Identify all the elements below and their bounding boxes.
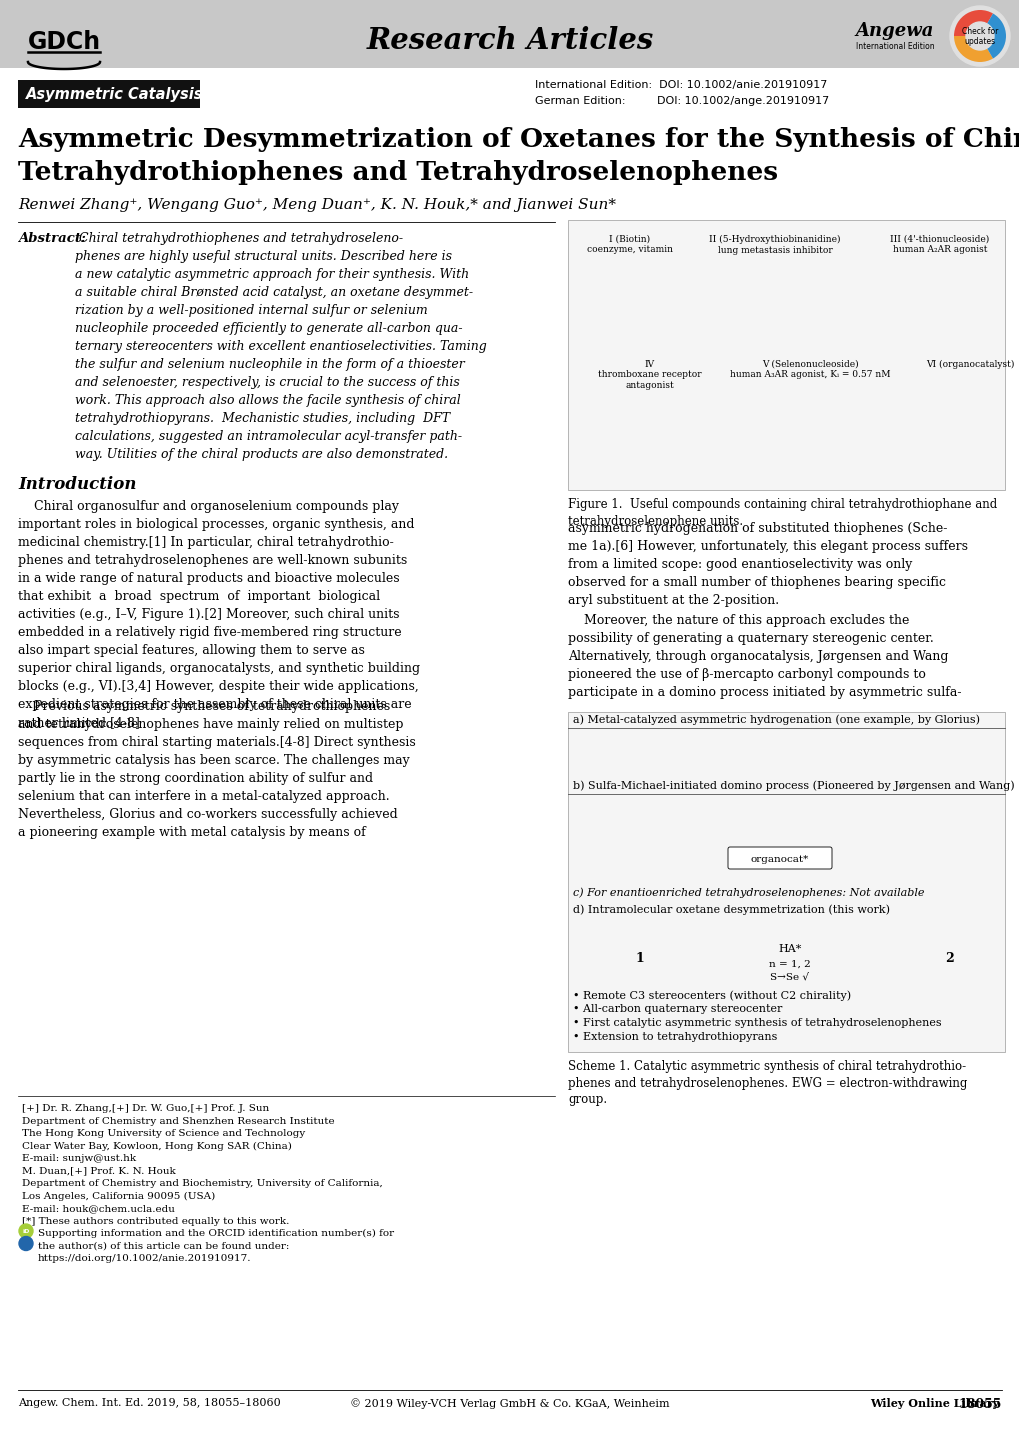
Text: Check for
updates: Check for updates (961, 27, 998, 46)
Text: Chiral tetrahydrothiophenes and tetrahydroseleno-
phenes are highly useful struc: Chiral tetrahydrothiophenes and tetrahyd… (75, 232, 486, 461)
Text: I (Biotin)
coenzyme, vitamin: I (Biotin) coenzyme, vitamin (586, 235, 673, 254)
Text: International Edition: International Edition (855, 42, 933, 50)
Text: V (Selenonucleoside)
human A₃AR agonist, Kᵢ = 0.57 nM: V (Selenonucleoside) human A₃AR agonist,… (729, 360, 890, 379)
Text: HA*: HA* (777, 945, 801, 955)
Text: Angewa: Angewa (854, 22, 932, 40)
Text: Abstract:: Abstract: (18, 232, 86, 245)
Text: E-mail: sunjw@ust.hk: E-mail: sunjw@ust.hk (22, 1154, 136, 1164)
Text: d) Intramolecular oxetane desymmetrization (this work): d) Intramolecular oxetane desymmetrizati… (573, 904, 890, 914)
Circle shape (965, 22, 994, 50)
Text: Moreover, the nature of this approach excludes the
possibility of generating a q: Moreover, the nature of this approach ex… (568, 614, 961, 699)
Circle shape (19, 1224, 33, 1239)
Text: • All-carbon quaternary stereocenter: • All-carbon quaternary stereocenter (573, 1004, 782, 1014)
Text: Tetrahydrothiophenes and Tetrahydroselenophenes: Tetrahydrothiophenes and Tetrahydroselen… (18, 160, 777, 185)
Wedge shape (953, 10, 993, 36)
Text: Research Articles: Research Articles (366, 26, 653, 55)
Text: n = 1, 2: n = 1, 2 (768, 960, 810, 969)
Text: Wiley Online Library: Wiley Online Library (869, 1397, 999, 1409)
FancyBboxPatch shape (728, 846, 832, 870)
Bar (18, 79, 200, 108)
Text: Asymmetric Catalysis: Asymmetric Catalysis (25, 87, 204, 102)
Text: Introduction: Introduction (18, 476, 137, 493)
Text: [*] These authors contributed equally to this work.: [*] These authors contributed equally to… (22, 1217, 289, 1226)
Text: asymmetric hydrogenation of substituted thiophenes (Sche-
me 1a).[6] However, un: asymmetric hydrogenation of substituted … (568, 522, 967, 607)
Text: organocat*: organocat* (750, 855, 808, 864)
Text: iD: iD (22, 1229, 30, 1234)
Text: Los Angeles, California 90095 (USA): Los Angeles, California 90095 (USA) (22, 1191, 215, 1201)
Text: The Hong Kong University of Science and Technology: The Hong Kong University of Science and … (22, 1129, 305, 1138)
Bar (568, 712, 1004, 1053)
Wedge shape (979, 13, 1005, 59)
Bar (0, 0, 1019, 68)
Text: Chiral organosulfur and organoselenium compounds play
important roles in biologi: Chiral organosulfur and organoselenium c… (18, 500, 420, 730)
Text: Angew. Chem. Int. Ed. 2019, 58, 18055–18060: Angew. Chem. Int. Ed. 2019, 58, 18055–18… (18, 1397, 280, 1407)
Text: [+] Dr. R. Zhang,[+] Dr. W. Guo,[+] Prof. J. Sun: [+] Dr. R. Zhang,[+] Dr. W. Guo,[+] Prof… (22, 1105, 269, 1113)
Text: Asymmetric Desymmetrization of Oxetanes for the Synthesis of Chiral: Asymmetric Desymmetrization of Oxetanes … (18, 127, 1019, 151)
Text: • Remote C3 stereocenters (without C2 chirality): • Remote C3 stereocenters (without C2 ch… (573, 991, 850, 1001)
Text: III (4'-thionucleoside)
human A₂AR agonist: III (4'-thionucleoside) human A₂AR agoni… (890, 235, 988, 254)
Text: © 2019 Wiley-VCH Verlag GmbH & Co. KGaA, Weinheim: © 2019 Wiley-VCH Verlag GmbH & Co. KGaA,… (350, 1397, 669, 1409)
Text: Clear Water Bay, Kowloon, Hong Kong SAR (China): Clear Water Bay, Kowloon, Hong Kong SAR … (22, 1142, 291, 1151)
Text: 2: 2 (945, 952, 954, 965)
Text: Renwei Zhang⁺, Wengang Guo⁺, Meng Duan⁺, K. N. Houk,* and Jianwei Sun*: Renwei Zhang⁺, Wengang Guo⁺, Meng Duan⁺,… (18, 198, 615, 212)
Text: E-mail: houk@chem.ucla.edu: E-mail: houk@chem.ucla.edu (22, 1204, 174, 1213)
Bar (568, 221, 1004, 490)
Text: Department of Chemistry and Biochemistry, University of California,: Department of Chemistry and Biochemistry… (22, 1180, 382, 1188)
Text: International Edition:  DOI: 10.1002/anie.201910917: International Edition: DOI: 10.1002/anie… (535, 79, 826, 89)
Text: 18055: 18055 (958, 1397, 1001, 1412)
Text: Previous asymmetric syntheses of tetrahydrothiophenes
and tetrahydroselenophenes: Previous asymmetric syntheses of tetrahy… (18, 699, 416, 839)
Text: GDCh: GDCh (28, 30, 101, 53)
Text: Supporting information and the ORCID identification number(s) for: Supporting information and the ORCID ide… (38, 1229, 393, 1239)
Text: S→Se √: S→Se √ (769, 972, 809, 981)
Text: Figure 1.  Useful compounds containing chiral tetrahydrothiophane and
tetrahydro: Figure 1. Useful compounds containing ch… (568, 497, 997, 528)
Text: • Extension to tetrahydrothiopyrans: • Extension to tetrahydrothiopyrans (573, 1032, 776, 1043)
Circle shape (19, 1236, 33, 1250)
Text: VI (organocatalyst): VI (organocatalyst) (925, 360, 1013, 369)
Text: II (5-Hydroxythiobinanidine)
lung metastasis inhibitor: II (5-Hydroxythiobinanidine) lung metast… (708, 235, 840, 255)
Text: Department of Chemistry and Shenzhen Research Institute: Department of Chemistry and Shenzhen Res… (22, 1116, 334, 1126)
Text: a) Metal-catalyzed asymmetric hydrogenation (one example, by Glorius): a) Metal-catalyzed asymmetric hydrogenat… (573, 714, 979, 724)
Text: the author(s) of this article can be found under:: the author(s) of this article can be fou… (38, 1242, 289, 1250)
Text: c) For enantioenriched tetrahydroselenophenes: Not available: c) For enantioenriched tetrahydroselenop… (573, 887, 923, 897)
Text: M. Duan,[+] Prof. K. N. Houk: M. Duan,[+] Prof. K. N. Houk (22, 1167, 175, 1175)
Text: Scheme 1. Catalytic asymmetric synthesis of chiral tetrahydrothio-
phenes and te: Scheme 1. Catalytic asymmetric synthesis… (568, 1060, 966, 1106)
Text: 1: 1 (635, 952, 644, 965)
Text: https://doi.org/10.1002/anie.201910917.: https://doi.org/10.1002/anie.201910917. (38, 1255, 252, 1263)
Text: German Edition:         DOI: 10.1002/ange.201910917: German Edition: DOI: 10.1002/ange.201910… (535, 97, 828, 107)
Text: b) Sulfa-Michael-initiated domino process (Pioneered by Jørgensen and Wang): b) Sulfa-Michael-initiated domino proces… (573, 780, 1014, 790)
Text: • First catalytic asymmetric synthesis of tetrahydroselenophenes: • First catalytic asymmetric synthesis o… (573, 1018, 941, 1028)
Text: IV
thromboxane receptor
antagonist: IV thromboxane receptor antagonist (597, 360, 701, 389)
Circle shape (949, 6, 1009, 66)
Wedge shape (953, 36, 993, 62)
